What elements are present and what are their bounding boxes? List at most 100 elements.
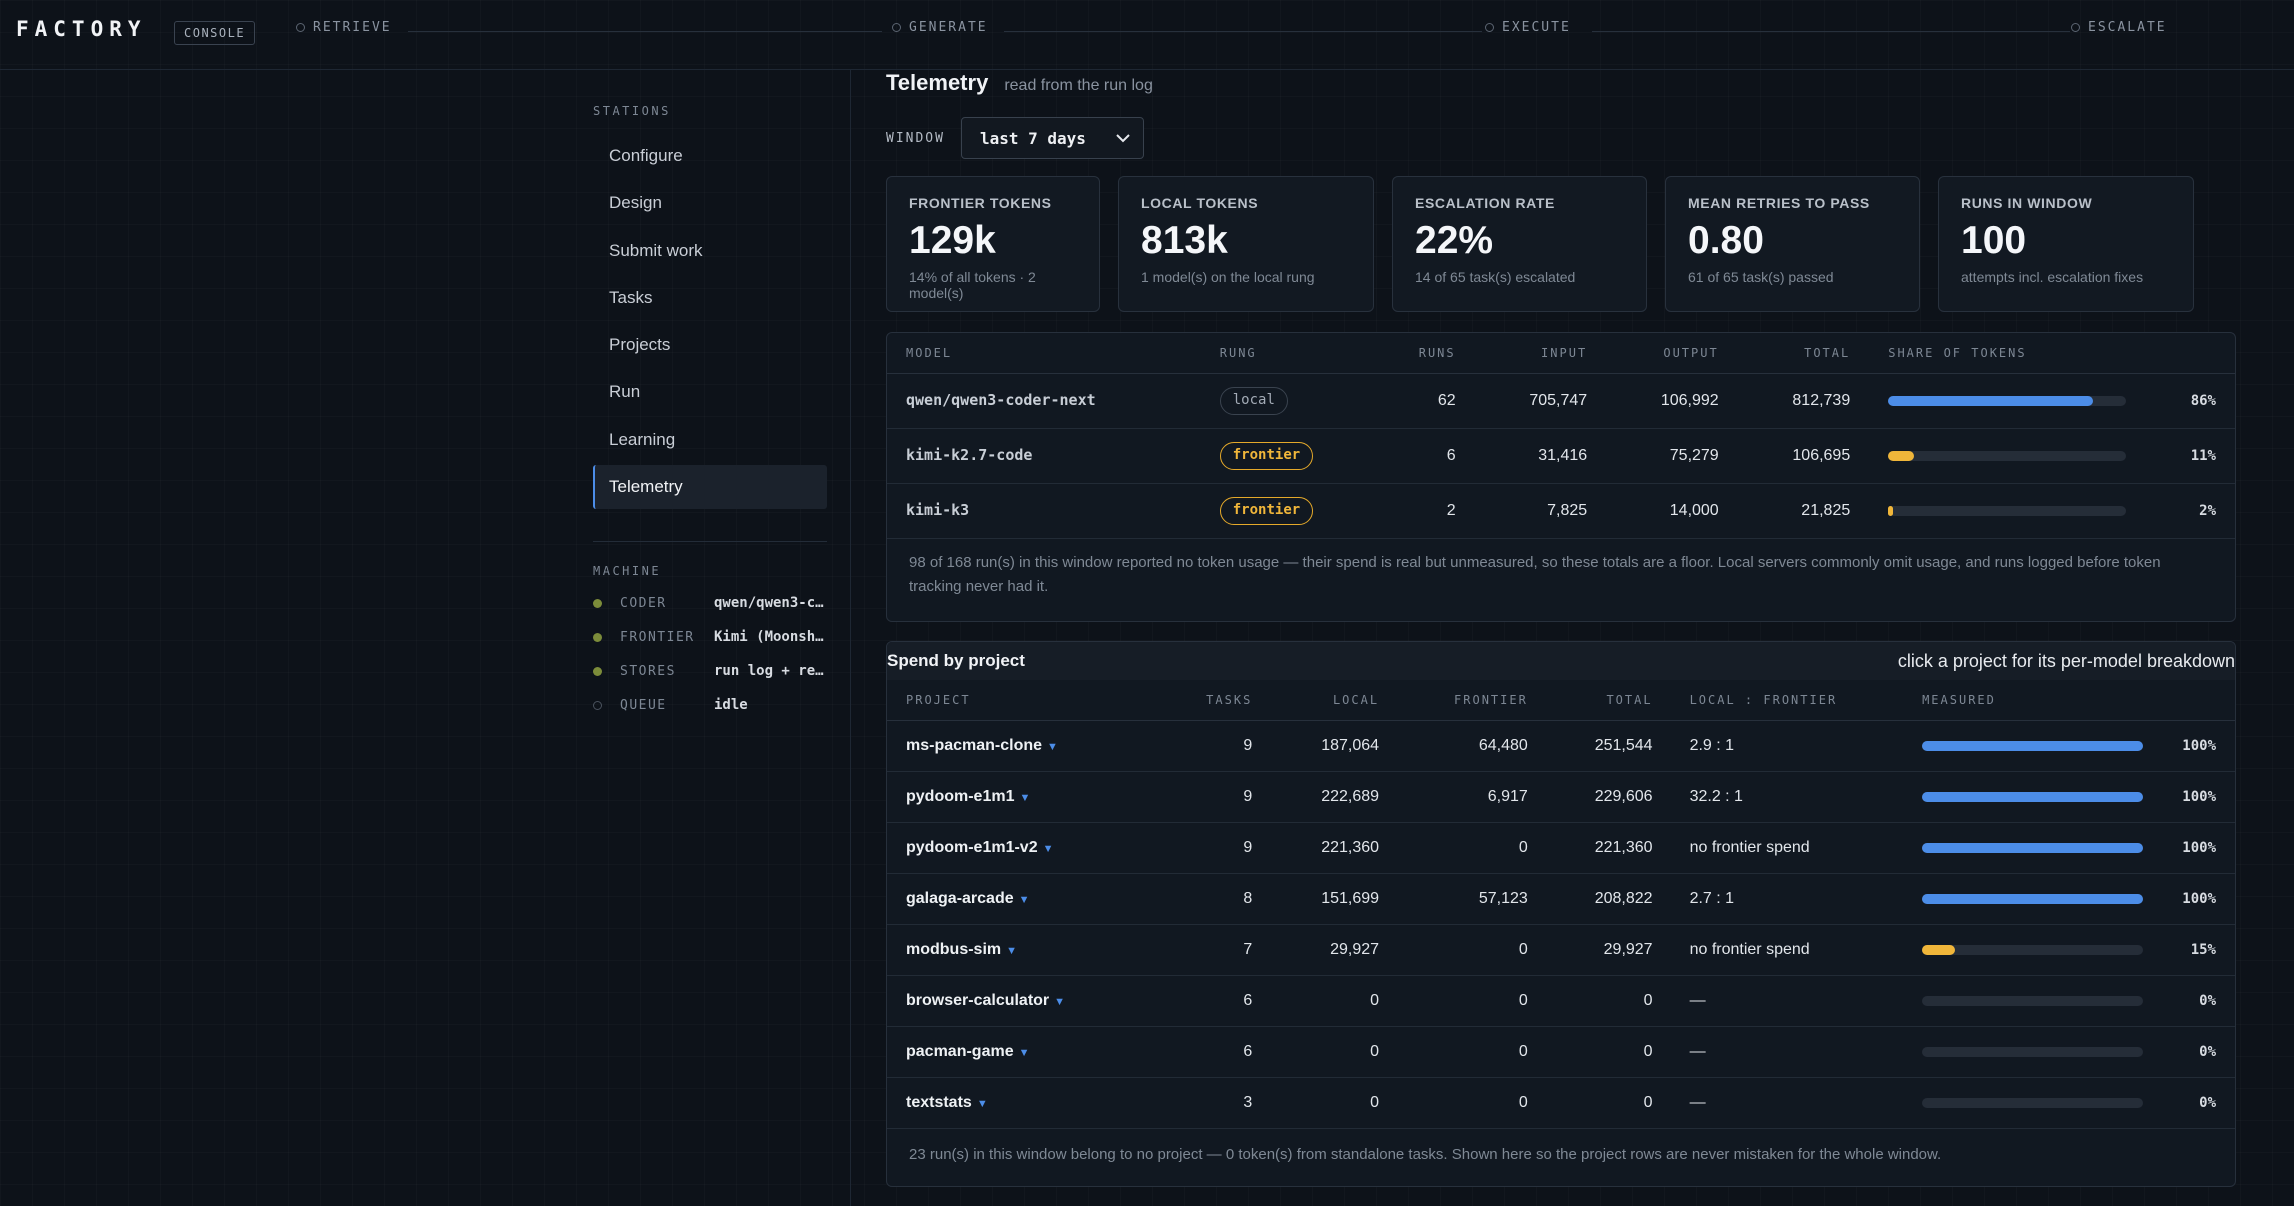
- window-select[interactable]: last 7 days: [960, 117, 1144, 159]
- project-cell[interactable]: pydoom-e1m1 ▼: [887, 771, 1165, 823]
- table-header-row: MODEL RUNG RUNS INPUT OUTPUT TOTAL SHARE…: [887, 333, 2235, 374]
- cell-frontier: 0: [1379, 1077, 1528, 1129]
- table-row: kimi-k2.7-code frontier 6 31,416 75,279 106,6…: [887, 428, 2235, 484]
- cell-total: 812,739: [1718, 373, 1851, 429]
- table-row[interactable]: browser-calculator ▼ 6 0 0 0—0%: [887, 975, 2235, 1027]
- divider: [593, 541, 827, 543]
- cell-total: 0: [1527, 975, 1653, 1027]
- share-percent: 11%: [2126, 428, 2235, 484]
- project-cell[interactable]: browser-calculator ▼: [887, 975, 1165, 1027]
- table-row: kimi-k3 frontier 2 7,825 14,000 21,825 2%: [887, 483, 2235, 539]
- cell-tasks: 7: [1164, 924, 1253, 976]
- cell-total: 21,825: [1718, 483, 1851, 539]
- machine-row-coder: CODER qwen/qwen3-c…: [593, 586, 827, 620]
- cell-frontier: 0: [1379, 975, 1528, 1027]
- status-dot-icon: [593, 598, 602, 608]
- project-name[interactable]: modbus-sim: [906, 940, 1002, 958]
- model-name: qwen/qwen3-coder-next: [906, 391, 1096, 409]
- measured-percent: 100%: [2143, 873, 2235, 925]
- table-row: qwen/qwen3-coder-next local 62 705,747 106,9…: [887, 373, 2235, 429]
- table-row[interactable]: pydoom-e1m1 ▼ 9 222,689 6,917 229,606 32.2 : 1…: [887, 771, 2235, 823]
- share-bar-fill: [1888, 450, 1915, 461]
- cell-tasks: 6: [1164, 1026, 1253, 1078]
- caret-down-icon[interactable]: ▼: [976, 1097, 988, 1110]
- sidebar-item-configure[interactable]: Configure: [609, 146, 683, 165]
- cell-ratio: no frontier spend: [1652, 822, 1913, 874]
- cell-local: 0: [1252, 1026, 1380, 1078]
- column-header: PROJECT: [887, 680, 1165, 721]
- sidebar-item-design[interactable]: Design: [609, 193, 662, 213]
- spend-table: PROJECT TASKS LOCAL FRONTIER TOTAL LOCAL…: [887, 680, 2235, 1129]
- table-row[interactable]: galaga-arcade ▼ 8 151,699 57,123 208,822 2.7 :…: [887, 873, 2235, 925]
- stage-execute[interactable]: EXECUTE: [1485, 20, 1581, 35]
- sidebar-item-learning[interactable]: Learning: [609, 429, 676, 449]
- stat-card-runs-in-window: RUNS IN WINDOW 100 attempts incl. escala…: [1938, 176, 2194, 312]
- cell-total: 106,695: [1718, 428, 1851, 484]
- measured-bar: [1922, 893, 2144, 904]
- project-name[interactable]: galaga-arcade: [906, 889, 1014, 907]
- cell-input: 31,416: [1455, 428, 1588, 484]
- top-bar: FACTORY CONSOLE RETRIEVE GENERATE EXECUT…: [0, 0, 2294, 70]
- project-name[interactable]: browser-calculator: [906, 991, 1050, 1009]
- project-name[interactable]: pydoom-e1m1-v2: [906, 838, 1038, 856]
- measured-bar: [1922, 944, 2144, 955]
- page-title: Telemetry: [886, 70, 989, 95]
- project-cell[interactable]: ms-pacman-clone ▼: [887, 720, 1165, 772]
- sidebar-item-run[interactable]: Run: [609, 382, 641, 402]
- stat-card-mean-retries: MEAN RETRIES TO PASS 0.80 61 of 65 task(…: [1665, 176, 1920, 312]
- table-row[interactable]: pydoom-e1m1-v2 ▼ 9 221,360 0 221,360 no fronti…: [887, 822, 2235, 874]
- sidebar-item-projects[interactable]: Projects: [609, 335, 671, 355]
- models-table: MODEL RUNG RUNS INPUT OUTPUT TOTAL SHARE…: [887, 333, 2235, 539]
- stat-card-escalation-rate: ESCALATION RATE 22% 14 of 65 task(s) esc…: [1392, 176, 1647, 312]
- caret-down-icon[interactable]: ▼: [1047, 740, 1058, 753]
- measured-bar-fill: [1922, 791, 2144, 802]
- column-header: SHARE OF TOKENS: [1850, 333, 2235, 374]
- project-name[interactable]: ms-pacman-clone: [906, 736, 1043, 754]
- column-header: TOTAL: [1718, 333, 1851, 374]
- table-row[interactable]: textstats ▼ 3 0 0 0—0%: [887, 1077, 2235, 1129]
- project-cell[interactable]: pydoom-e1m1-v2 ▼: [887, 822, 1165, 874]
- project-cell[interactable]: textstats ▼: [887, 1077, 1165, 1129]
- stage-dot-icon: [1485, 23, 1494, 32]
- project-cell[interactable]: modbus-sim ▼: [887, 924, 1165, 976]
- caret-down-icon[interactable]: ▼: [1006, 944, 1018, 957]
- caret-down-icon[interactable]: ▼: [1018, 1046, 1030, 1059]
- table-row[interactable]: ms-pacman-clone ▼ 9 187,064 64,480 251,544 2.9…: [887, 720, 2235, 772]
- sidebar: STATIONS Configure Design Submit work Ta…: [593, 70, 827, 722]
- project-cell[interactable]: pacman-game ▼: [887, 1026, 1165, 1078]
- cell-frontier: 64,480: [1379, 720, 1528, 772]
- caret-down-icon[interactable]: ▼: [1054, 995, 1066, 1008]
- stage-dot-icon: [892, 23, 901, 32]
- sidebar-item-tasks[interactable]: Tasks: [609, 287, 653, 307]
- caret-down-icon[interactable]: ▼: [1019, 791, 1031, 804]
- project-name[interactable]: pydoom-e1m1: [906, 787, 1015, 805]
- stage-generate[interactable]: GENERATE: [892, 20, 998, 35]
- cell-output: 106,992: [1587, 373, 1719, 429]
- cell-local: 151,699: [1252, 873, 1380, 925]
- table-header-row: PROJECT TASKS LOCAL FRONTIER TOTAL LOCAL…: [887, 680, 2235, 721]
- table-row[interactable]: pacman-game ▼ 6 0 0 0—0%: [887, 1026, 2235, 1078]
- cell-tasks: 6: [1164, 975, 1253, 1027]
- machine-row-stores: STORES run log + re…: [593, 654, 827, 688]
- stage-dot-icon: [296, 23, 305, 32]
- table-row[interactable]: modbus-sim ▼ 7 29,927 0 29,927 no frontier spe…: [887, 924, 2235, 976]
- sidebar-item-telemetry[interactable]: Telemetry: [593, 465, 827, 510]
- spend-title: Spend by project: [887, 651, 1025, 670]
- status-dot-icon: [593, 632, 602, 642]
- models-footnote: 98 of 168 run(s) in this window reported…: [909, 553, 2161, 595]
- status-dot-icon: [593, 700, 602, 710]
- sidebar-item-submit-work[interactable]: Submit work: [609, 240, 703, 260]
- machine-row-frontier: FRONTIER Kimi (Moonsh…: [593, 620, 827, 654]
- rung-badge: frontier: [1219, 441, 1314, 470]
- caret-down-icon[interactable]: ▼: [1042, 842, 1054, 855]
- caret-down-icon[interactable]: ▼: [1018, 893, 1030, 906]
- cell-frontier: 0: [1379, 1026, 1528, 1078]
- stage-escalate[interactable]: ESCALATE: [2071, 20, 2177, 35]
- project-cell[interactable]: galaga-arcade ▼: [887, 873, 1165, 925]
- cell-ratio: —: [1652, 1077, 1913, 1129]
- cell-local: 29,927: [1252, 924, 1380, 976]
- stage-retrieve[interactable]: RETRIEVE: [296, 20, 402, 35]
- pipeline-stages: RETRIEVE GENERATE EXECUTE ESCALATE: [296, 20, 2276, 44]
- project-name[interactable]: textstats: [906, 1093, 972, 1111]
- project-name[interactable]: pacman-game: [906, 1042, 1014, 1060]
